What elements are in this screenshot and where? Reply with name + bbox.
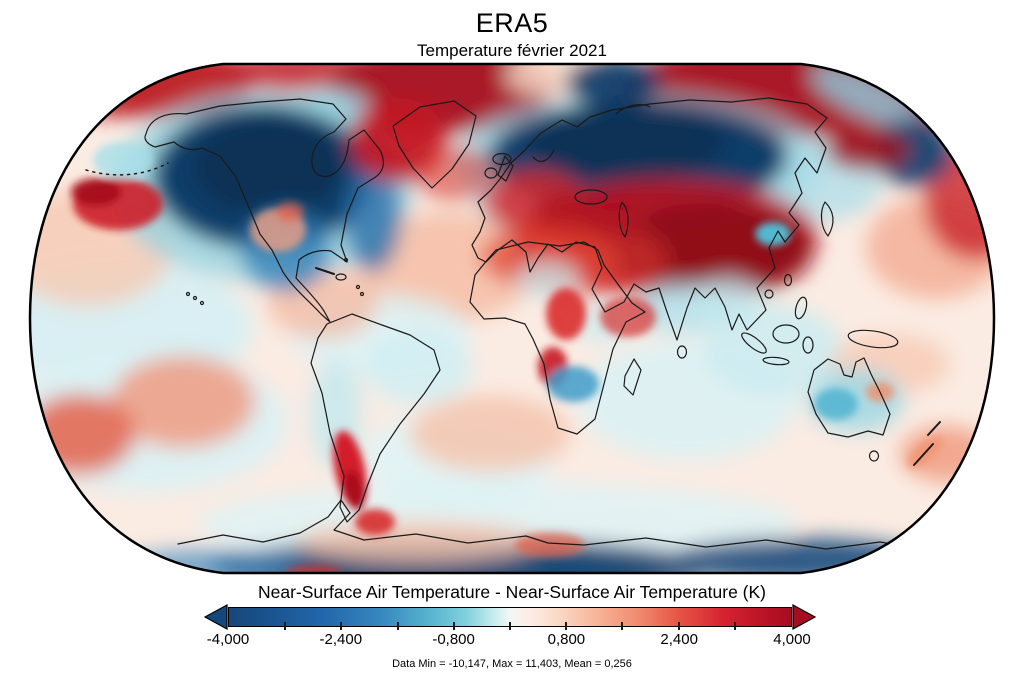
- coast-hawaii-3: [199, 300, 205, 306]
- coast-borneo: [772, 324, 800, 344]
- anomaly-blob: [93, 142, 153, 178]
- coast-philippines: [794, 296, 808, 320]
- anomaly-blob: [30, 394, 135, 474]
- colorbar-right-arrow: [792, 604, 816, 630]
- coast-baltic-sea: [532, 149, 555, 163]
- coast-java: [762, 356, 790, 366]
- coast-south-america: [310, 313, 441, 523]
- colorbar-minor-tick: [733, 622, 736, 630]
- coastlines: [85, 97, 941, 551]
- anomaly-blob: [344, 470, 364, 510]
- anomaly-blob: [528, 104, 728, 180]
- colorbar-minor-tick: [284, 622, 287, 630]
- anomaly-blob: [693, 277, 763, 327]
- anomaly-blob: [193, 117, 343, 217]
- colorbar-minor-tick: [452, 622, 455, 630]
- anomaly-blob: [814, 388, 858, 420]
- anomaly-blob: [755, 222, 791, 246]
- map-svg: [28, 62, 996, 575]
- coast-iceland: [492, 152, 512, 166]
- anomaly-blob: [811, 65, 925, 129]
- coast-hawaii-1: [185, 291, 191, 297]
- anomaly-blob: [703, 305, 843, 395]
- figure-subtitle: Temperature février 2021: [417, 41, 607, 60]
- coast-bahamas: [343, 257, 349, 263]
- data-stats: Data Min = -10,147, Max = 11,403, Mean =…: [392, 658, 632, 670]
- coast-new-zealand: [913, 421, 941, 466]
- coast-taiwan: [783, 273, 793, 287]
- coast-new-guinea: [847, 329, 899, 349]
- figure-title: ERA5: [475, 8, 549, 38]
- coast-hispaniola: [335, 273, 347, 281]
- colorbar-tick-label: 0,800: [547, 631, 586, 648]
- colorbar-tick-label: -0,800: [432, 631, 475, 648]
- world-map: [28, 62, 996, 575]
- anomaly-blob: [565, 64, 661, 106]
- anomaly-blobs-lg: [30, 64, 994, 573]
- colorbar-tick-labels: -4,000 -2,400 -0,800 0,800 2,400 4,000: [207, 631, 811, 649]
- colorbar-minor-tick: [340, 622, 343, 630]
- anomaly-blob: [826, 130, 910, 170]
- colorbar-minor-tick: [396, 622, 399, 630]
- anomaly-blob: [355, 509, 395, 535]
- anomaly-blobs-sm: [71, 142, 943, 573]
- coast-britain: [497, 155, 514, 182]
- coast-sulawesi: [802, 336, 814, 354]
- coast-novaya-zemlya: [615, 104, 651, 115]
- coast-madagascar: [623, 358, 642, 396]
- map-outline: [28, 62, 996, 575]
- colorbar-tick-label: 4,000: [773, 631, 811, 648]
- coast-ireland: [484, 167, 498, 179]
- colorbar-minor-tick: [509, 622, 511, 630]
- anomaly-blob: [546, 288, 586, 340]
- coast-antilles-2: [359, 291, 365, 297]
- coast-north-america: [144, 98, 384, 323]
- anomaly-blob: [363, 329, 473, 405]
- coast-sumatra: [741, 332, 767, 354]
- anomaly-blob: [276, 202, 304, 222]
- coast-cuba: [315, 267, 335, 275]
- colorbar-tick-label: -2,400: [319, 631, 363, 648]
- anomaly-blob: [345, 162, 401, 272]
- colorbar-tick-label: 2,400: [660, 631, 698, 648]
- colorbar-minor-tick: [621, 622, 624, 630]
- coast-antilles-1: [355, 284, 361, 290]
- coast-caspian-sea: [618, 201, 629, 238]
- coast-africa: [469, 241, 646, 435]
- colorbar-minor-tick: [677, 622, 680, 630]
- anomaly-blob: [600, 297, 656, 337]
- coast-hainan: [764, 289, 774, 299]
- colorbar-left-arrow-shape: [204, 604, 228, 630]
- coast-aleutians: [85, 162, 169, 176]
- coast-eurasia: [471, 97, 828, 341]
- colorbar-left-arrow: [204, 604, 228, 630]
- anomaly-blob: [111, 356, 255, 448]
- anomaly-blob: [515, 533, 585, 557]
- colorbar: [204, 604, 816, 630]
- coast-tasmania: [868, 450, 880, 462]
- coast-australia: [807, 357, 891, 438]
- colorbar-tick-label: -4,000: [206, 631, 250, 648]
- anomaly-blob: [547, 366, 599, 402]
- colorbar-right-arrow-shape: [792, 604, 816, 630]
- coast-black-sea: [574, 189, 608, 205]
- coast-sri-lanka: [676, 345, 688, 359]
- anomaly-blob: [298, 522, 538, 562]
- coast-hawaii-2: [192, 295, 198, 301]
- anomaly-blob: [410, 396, 570, 472]
- anomaly-blob: [71, 178, 121, 206]
- colorbar-gradient: [228, 607, 792, 630]
- coast-antarctica: [177, 499, 931, 551]
- anomaly-blob: [413, 146, 493, 202]
- coast-greenland: [392, 100, 477, 189]
- coast-japan: [820, 201, 834, 237]
- colorbar-minor-tick: [565, 622, 568, 630]
- colorbar-label: Near-Surface Air Temperature - Near-Surf…: [257, 582, 767, 602]
